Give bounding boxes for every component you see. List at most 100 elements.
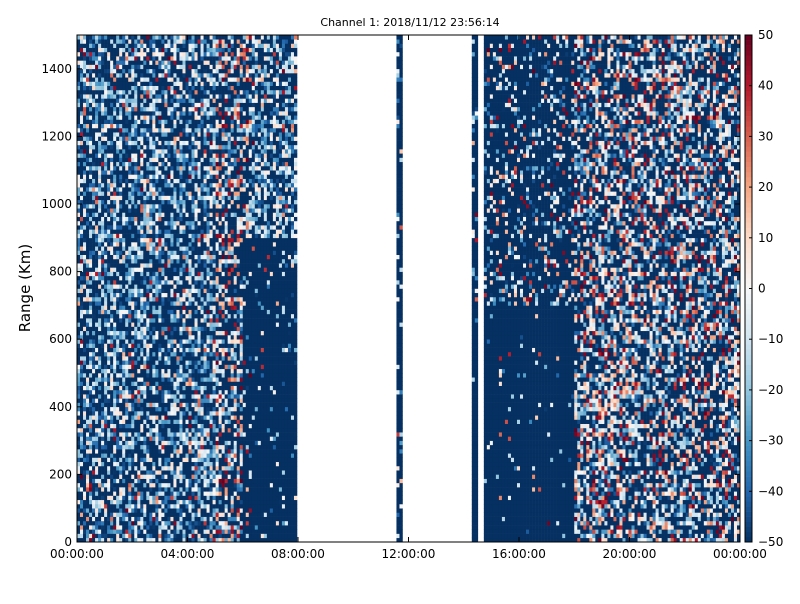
heatmap-cell (89, 183, 92, 188)
heatmap-cell (92, 94, 95, 99)
heatmap-cell (86, 120, 89, 125)
heatmap-cell (116, 500, 119, 505)
heatmap-cell (92, 496, 95, 501)
heatmap-cell (92, 521, 95, 526)
heatmap-cell (101, 81, 104, 86)
heatmap-cell (104, 487, 107, 492)
heatmap-cell (101, 415, 104, 420)
heatmap-cell (110, 369, 113, 374)
heatmap-cell (113, 445, 116, 450)
heatmap-cell (104, 183, 107, 188)
heatmap-cell (86, 94, 89, 99)
heatmap-cell (107, 348, 110, 353)
heatmap-cell (98, 365, 101, 370)
heatmap-cell (107, 267, 110, 272)
heatmap-cell (104, 56, 107, 61)
heatmap-cell (86, 525, 89, 530)
heatmap-cell (83, 373, 86, 378)
heatmap-cell (86, 86, 89, 91)
heatmap-cell (80, 263, 83, 268)
heatmap-cell (83, 234, 86, 239)
heatmap-cell (116, 496, 119, 501)
heatmap-cell (107, 415, 110, 420)
heatmap-cell (83, 428, 86, 433)
heatmap-cell (92, 35, 95, 40)
heatmap-cell (104, 124, 107, 129)
heatmap-cell (113, 200, 116, 205)
heatmap-cell (101, 508, 104, 513)
heatmap-cell (113, 65, 116, 70)
heatmap-cell (98, 517, 101, 522)
heatmap-cell (83, 162, 86, 167)
heatmap-cell (89, 90, 92, 95)
heatmap-cell (110, 411, 113, 416)
heatmap-cell (107, 217, 110, 222)
heatmap-cell (116, 415, 119, 420)
heatmap-cell (110, 496, 113, 501)
heatmap-cell (107, 124, 110, 129)
heatmap-cell (116, 225, 119, 230)
heatmap-cell (92, 339, 95, 344)
heatmap-cell (101, 487, 104, 492)
heatmap-cell (98, 504, 101, 509)
heatmap-cell (101, 69, 104, 74)
heatmap-cell (92, 415, 95, 420)
heatmap-cell (95, 289, 98, 294)
heatmap-cell (92, 170, 95, 175)
heatmap-cell (83, 360, 86, 365)
heatmap-cell (104, 280, 107, 285)
heatmap-cell (107, 314, 110, 319)
heatmap-cell (104, 517, 107, 522)
heatmap-cell (89, 496, 92, 501)
heatmap-cell (110, 153, 113, 158)
heatmap-cell (113, 318, 116, 323)
heatmap-cell (116, 386, 119, 391)
heatmap-cell (80, 339, 83, 344)
heatmap-cell (80, 293, 83, 298)
heatmap-cell (98, 428, 101, 433)
heatmap-cell (86, 310, 89, 315)
heatmap-cell (104, 428, 107, 433)
heatmap-cell (107, 377, 110, 382)
heatmap-cell (110, 120, 113, 125)
heatmap-cell (107, 512, 110, 517)
heatmap-cell (116, 407, 119, 412)
heatmap-cell (89, 479, 92, 484)
heatmap-cell (98, 73, 101, 78)
heatmap-cell (113, 479, 116, 484)
heatmap-cell (83, 458, 86, 463)
heatmap-cell (92, 500, 95, 505)
heatmap-cell (101, 225, 104, 230)
heatmap-cell (101, 166, 104, 171)
heatmap-cell (86, 52, 89, 57)
heatmap-cell (92, 352, 95, 357)
heatmap-cell (101, 208, 104, 213)
heatmap-cell (110, 301, 113, 306)
heatmap-cell (107, 158, 110, 163)
heatmap-cell (86, 221, 89, 226)
heatmap-cell (89, 386, 92, 391)
heatmap-cell (92, 158, 95, 163)
heatmap-cell (116, 462, 119, 467)
heatmap-cell (92, 398, 95, 403)
heatmap-cell (95, 301, 98, 306)
heatmap-cell (116, 453, 119, 458)
heatmap-cell (104, 453, 107, 458)
heatmap-cell (92, 267, 95, 272)
heatmap-cell (80, 521, 83, 526)
heatmap-cell (110, 441, 113, 446)
heatmap-cell (80, 98, 83, 103)
heatmap-cell (80, 158, 83, 163)
heatmap-cell (80, 145, 83, 150)
heatmap-cell (95, 179, 98, 184)
heatmap-cell (89, 276, 92, 281)
heatmap-cell (104, 145, 107, 150)
heatmap-cell (92, 407, 95, 412)
heatmap-cell (107, 293, 110, 298)
heatmap-cell (104, 162, 107, 167)
heatmap-cell (110, 432, 113, 437)
heatmap-cell (89, 179, 92, 184)
heatmap-cell (92, 390, 95, 395)
heatmap-cell (110, 174, 113, 179)
heatmap-cell (107, 141, 110, 146)
